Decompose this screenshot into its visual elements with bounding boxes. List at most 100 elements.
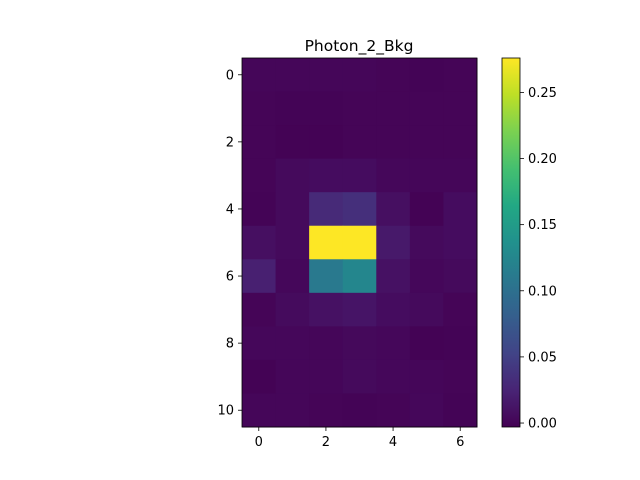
heatmap-cell <box>242 393 277 428</box>
colorbar-ticks: 0.00 0.05 0.10 0.15 0.20 0.25 <box>520 86 557 432</box>
heatmap-cell <box>443 292 478 327</box>
y-tick-label: 10 <box>217 404 234 419</box>
heatmap-cell <box>409 359 444 394</box>
heatmap-cell <box>443 91 478 126</box>
heatmap-cell <box>443 259 478 294</box>
heatmap-cell <box>309 326 344 361</box>
y-tick-label: 8 <box>226 337 234 352</box>
heatmap-cell <box>409 326 444 361</box>
heatmap-cell <box>275 393 310 428</box>
heatmap-cell <box>309 259 344 294</box>
y-tick-label: 6 <box>226 270 234 285</box>
heatmap-cell <box>309 359 344 394</box>
heatmap-cell <box>309 125 344 160</box>
heatmap-cell <box>409 225 444 260</box>
heatmap-cell <box>242 192 277 227</box>
heatmap-cell <box>275 158 310 193</box>
heatmap-cell <box>409 125 444 160</box>
heatmap-cell <box>242 58 277 93</box>
heatmap-cell <box>376 326 411 361</box>
heatmap-cell <box>275 125 310 160</box>
colorbar-tick-label: 0.20 <box>528 152 557 167</box>
heatmap-cell <box>342 91 377 126</box>
heatmap-cell <box>275 225 310 260</box>
heatmap-cell <box>443 225 478 260</box>
heatmap-cell <box>275 326 310 361</box>
x-tick-label: 6 <box>456 435 464 450</box>
heatmap-cell <box>309 393 344 428</box>
x-tick-label: 4 <box>389 435 397 450</box>
colorbar-tick-label: 0.25 <box>528 86 557 101</box>
heatmap-cell <box>376 91 411 126</box>
heatmap-cell <box>309 225 344 260</box>
heatmap-cell <box>376 158 411 193</box>
heatmap-cell <box>342 259 377 294</box>
heatmap-cell <box>342 58 377 93</box>
heatmap-cell <box>275 259 310 294</box>
heatmap-cell <box>309 58 344 93</box>
heatmap-cell <box>342 292 377 327</box>
heatmap-cell <box>342 158 377 193</box>
heatmap-cell <box>242 326 277 361</box>
colorbar-frame <box>501 57 521 428</box>
y-tick-label: 4 <box>226 202 234 217</box>
heatmap-cell <box>443 192 478 227</box>
heatmap-cell <box>409 91 444 126</box>
heatmap-cell <box>376 393 411 428</box>
heatmap-cell <box>443 359 478 394</box>
x-tick-label: 2 <box>322 435 330 450</box>
heatmap-cell <box>342 393 377 428</box>
heatmap-cell <box>376 192 411 227</box>
y-tick-label: 2 <box>226 135 234 150</box>
colorbar-tick-label: 0.15 <box>528 218 557 233</box>
heatmap-cell <box>443 326 478 361</box>
colorbar-tick-label: 0.05 <box>528 350 557 365</box>
heatmap-cell <box>242 91 277 126</box>
heatmap-cell <box>376 259 411 294</box>
heatmap-cell <box>409 192 444 227</box>
heatmap-cell <box>275 58 310 93</box>
heatmap-cell <box>376 225 411 260</box>
y-tick-label: 0 <box>226 68 234 83</box>
heatmap-cell <box>409 259 444 294</box>
heatmap-cell <box>443 158 478 193</box>
plot-frame <box>241 57 478 428</box>
colorbar-tick-label: 0.00 <box>528 417 557 432</box>
x-tick-label: 0 <box>255 435 263 450</box>
heatmap-cell <box>242 292 277 327</box>
colorbar <box>501 57 521 428</box>
heatmap-axes <box>241 57 478 428</box>
heatmap-cell <box>443 58 478 93</box>
heatmap-cells <box>242 58 478 428</box>
chart-title: Photon_2_Bkg <box>305 37 414 56</box>
heatmap-cell <box>376 58 411 93</box>
colorbar-gradient <box>502 58 520 427</box>
y-axis-ticks: 0 2 4 6 8 10 <box>217 68 242 419</box>
heatmap-cell <box>409 158 444 193</box>
heatmap-cell <box>443 393 478 428</box>
heatmap-cell <box>242 225 277 260</box>
heatmap-cell <box>342 125 377 160</box>
heatmap-cell <box>376 359 411 394</box>
heatmap-cell <box>443 125 478 160</box>
heatmap-cell <box>275 192 310 227</box>
heatmap-cell <box>309 91 344 126</box>
heatmap-cell <box>376 125 411 160</box>
heatmap-cell <box>342 225 377 260</box>
heatmap-cell <box>409 58 444 93</box>
heatmap-cell <box>376 292 411 327</box>
heatmap-cell <box>409 292 444 327</box>
heatmap-cell <box>275 292 310 327</box>
heatmap-cell <box>342 192 377 227</box>
heatmap-cell <box>309 158 344 193</box>
heatmap-cell <box>342 326 377 361</box>
heatmap-cell <box>242 259 277 294</box>
colorbar-tick-label: 0.10 <box>528 284 557 299</box>
heatmap-cell <box>275 359 310 394</box>
x-axis-ticks: 0 2 4 6 <box>255 427 464 450</box>
heatmap-cell <box>342 359 377 394</box>
heatmap-cell <box>242 158 277 193</box>
heatmap-cell <box>309 292 344 327</box>
heatmap-cell <box>242 125 277 160</box>
